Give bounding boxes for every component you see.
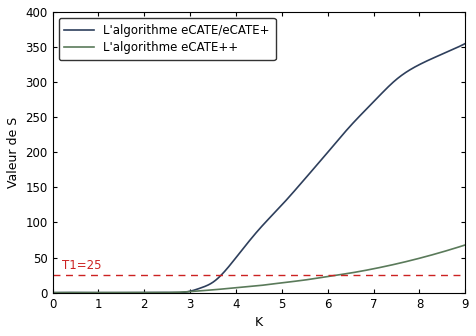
X-axis label: K: K bbox=[255, 316, 263, 329]
L'algorithme eCATE/eCATE+ bbox=[246, 240, 251, 244]
L'algorithme eCATE/eCATE+ bbox=[388, 82, 394, 86]
L'algorithme eCATE/eCATE+ bbox=[50, 291, 56, 295]
L'algorithme eCATE++ bbox=[246, 285, 251, 289]
L'algorithme eCATE++ bbox=[273, 282, 279, 286]
L'algorithme eCATE/eCATE+ bbox=[296, 184, 301, 188]
Legend: L'algorithme eCATE/eCATE+, L'algorithme eCATE++: L'algorithme eCATE/eCATE+, L'algorithme … bbox=[59, 18, 276, 60]
L'algorithme eCATE++ bbox=[50, 291, 56, 295]
Y-axis label: Valeur de S: Valeur de S bbox=[7, 117, 20, 188]
L'algorithme eCATE++ bbox=[296, 279, 301, 283]
L'algorithme eCATE++ bbox=[453, 246, 458, 250]
L'algorithme eCATE++ bbox=[248, 284, 254, 288]
L'algorithme eCATE++ bbox=[388, 263, 394, 267]
Line: L'algorithme eCATE/eCATE+: L'algorithme eCATE/eCATE+ bbox=[53, 44, 466, 293]
L'algorithme eCATE++ bbox=[463, 243, 468, 247]
Line: L'algorithme eCATE++: L'algorithme eCATE++ bbox=[53, 245, 466, 293]
L'algorithme eCATE/eCATE+ bbox=[273, 209, 279, 213]
L'algorithme eCATE/eCATE+ bbox=[248, 237, 254, 241]
L'algorithme eCATE/eCATE+ bbox=[463, 42, 468, 46]
L'algorithme eCATE/eCATE+ bbox=[453, 46, 458, 50]
Text: T1=25: T1=25 bbox=[62, 259, 101, 272]
